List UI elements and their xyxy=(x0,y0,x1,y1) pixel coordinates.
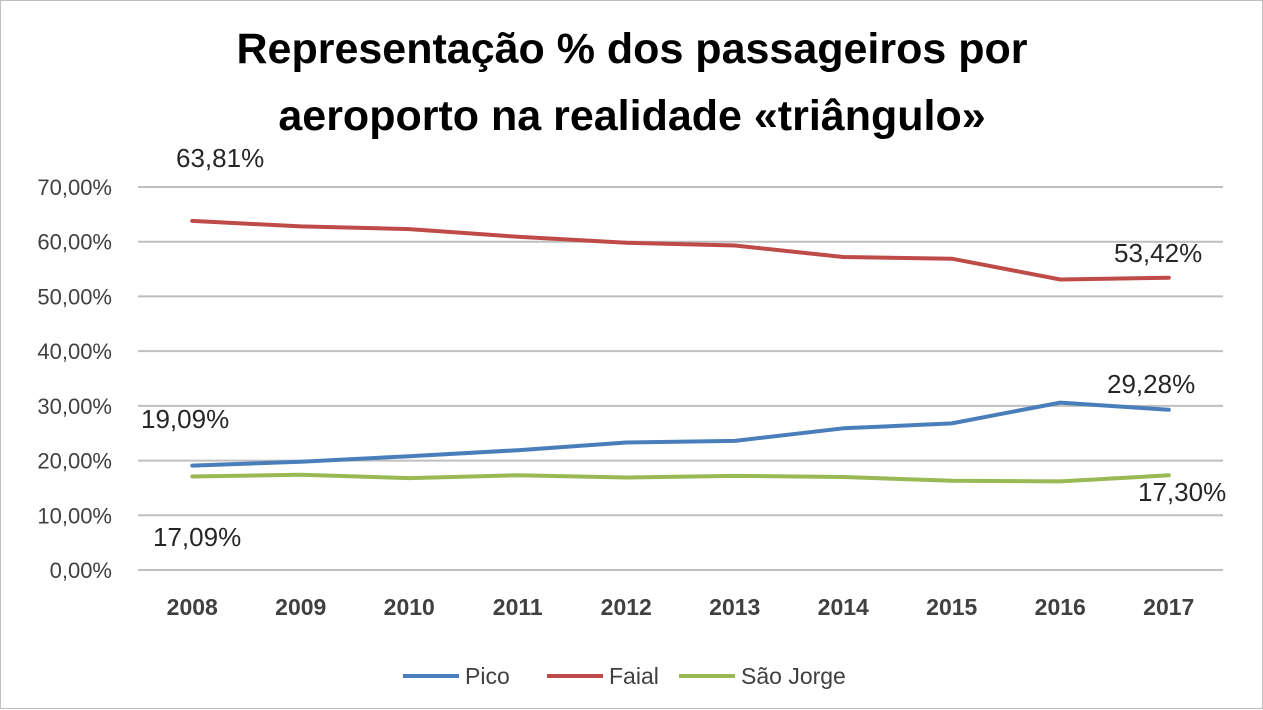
series-line-sao-jorge xyxy=(190,472,1171,484)
data-labels: 63,81% 53,42% 29,28% 19,09% 17,30% 17,09… xyxy=(141,143,1226,552)
data-label-faial-2017: 53,42% xyxy=(1114,238,1202,268)
chart-title-line-1: Representação % dos passageiros por xyxy=(236,25,1027,73)
x-axis-ticks: 2008 2009 2010 2011 2012 2013 2014 2015 2016 2017 xyxy=(167,594,1195,620)
y-tick-label: 60,00% xyxy=(37,230,112,255)
x-tick-label: 2009 xyxy=(275,594,326,620)
legend-label-faial: Faial xyxy=(609,663,659,689)
chart-title-line-2: aeroporto na realidade «triângulo» xyxy=(278,92,985,140)
y-tick-label: 20,00% xyxy=(37,449,112,474)
data-label-pico-2017: 29,28% xyxy=(1107,369,1195,399)
series-line-faial xyxy=(190,218,1171,282)
legend: Pico Faial São Jorge xyxy=(403,663,846,689)
x-tick-label: 2017 xyxy=(1143,594,1194,620)
y-tick-label: 10,00% xyxy=(37,503,112,528)
data-label-sao-jorge-2008: 17,09% xyxy=(153,522,241,552)
y-tick-label: 0,00% xyxy=(50,558,112,583)
x-tick-label: 2016 xyxy=(1035,594,1086,620)
y-axis-ticks: 0,00% 10,00% 20,00% 30,00% 40,00% 50,00% 60,00… xyxy=(37,175,112,583)
legend-label-pico: Pico xyxy=(465,663,510,689)
y-tick-label: 30,00% xyxy=(37,394,112,419)
data-label-sao-jorge-2017: 17,30% xyxy=(1138,477,1226,507)
x-tick-label: 2015 xyxy=(926,594,977,620)
series-line-pico xyxy=(190,400,1171,468)
x-tick-label: 2011 xyxy=(493,594,543,620)
y-tick-label: 50,00% xyxy=(37,284,112,309)
data-label-pico-2008: 19,09% xyxy=(141,404,229,434)
y-tick-label: 70,00% xyxy=(37,175,112,200)
series-lines xyxy=(190,218,1171,484)
x-tick-label: 2008 xyxy=(167,594,218,620)
data-label-faial-2008: 63,81% xyxy=(176,143,264,173)
x-tick-label: 2014 xyxy=(818,594,869,620)
y-tick-label: 40,00% xyxy=(37,339,112,364)
x-tick-label: 2013 xyxy=(709,594,760,620)
legend-label-sao-jorge: São Jorge xyxy=(741,663,846,689)
x-tick-label: 2010 xyxy=(384,594,435,620)
x-tick-label: 2012 xyxy=(601,594,652,620)
